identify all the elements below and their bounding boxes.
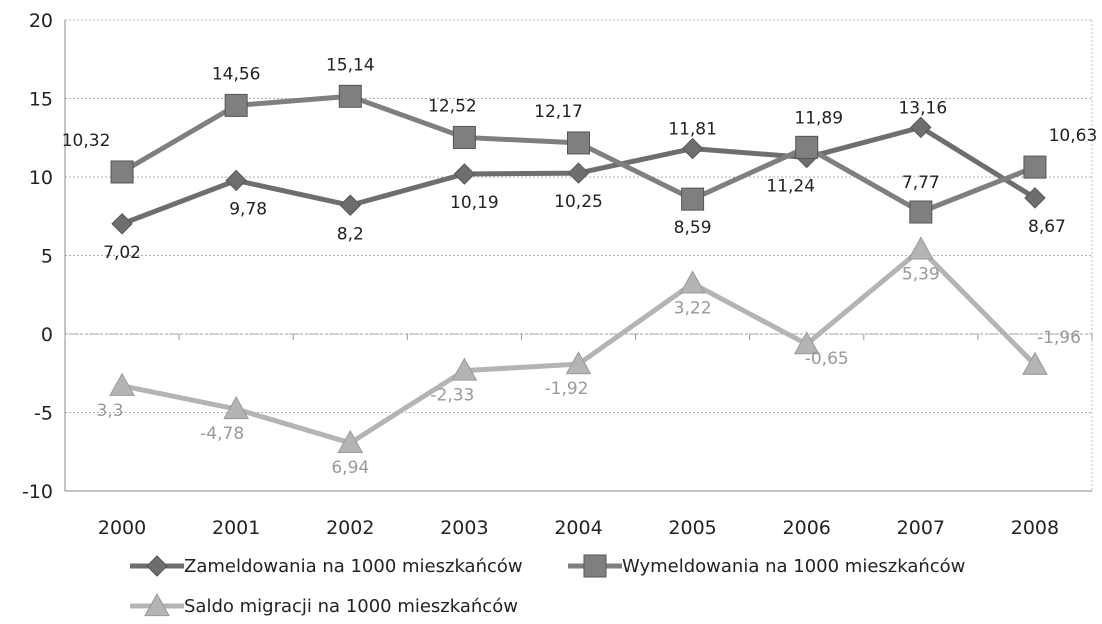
series-2-marker	[681, 187, 705, 211]
legend-marker-2	[583, 554, 607, 578]
data-label: 3,3	[97, 401, 124, 421]
series-1-marker	[453, 163, 476, 185]
series-2-marker	[338, 84, 362, 108]
data-label: 7,02	[103, 243, 141, 263]
legend-label-3: Saldo migracji na 1000 mieszkańców	[184, 596, 518, 617]
data-label: -0,65	[805, 349, 849, 369]
legend-marker-1	[146, 555, 168, 577]
series-1-marker	[567, 162, 590, 184]
data-label: 10,63	[1049, 126, 1098, 146]
series-3-marker	[451, 357, 478, 381]
data-label: 11,89	[794, 108, 843, 128]
x-tick-label: 2007	[897, 517, 945, 539]
data-label: 5,39	[902, 264, 940, 284]
series-3-marker	[109, 372, 135, 396]
series-3-marker	[337, 429, 364, 454]
y-tick-label: 10	[29, 167, 53, 189]
series-1-marker	[225, 169, 247, 192]
data-label: 10,25	[554, 192, 603, 212]
data-label: 15,14	[326, 55, 375, 75]
legend-marker-3	[144, 592, 170, 617]
series-3-marker	[1022, 351, 1048, 375]
series-2-marker	[1023, 155, 1047, 179]
x-tick-label: 2005	[668, 517, 716, 539]
x-tick-label: 2001	[212, 517, 260, 539]
data-label: -2,33	[430, 386, 474, 406]
y-tick-label: 0	[41, 324, 53, 346]
series-3-marker	[679, 270, 706, 294]
series-3-marker	[907, 236, 934, 260]
data-label: 10,19	[450, 193, 499, 213]
data-label: 9,78	[229, 199, 267, 219]
x-tick-label: 2006	[783, 517, 831, 539]
data-label: 13,16	[898, 98, 947, 118]
series-2-marker	[567, 131, 590, 155]
series-group	[109, 84, 1048, 454]
data-label: 8,67	[1028, 217, 1066, 237]
data-label: 7,77	[902, 173, 940, 193]
series-3-marker	[565, 351, 592, 375]
data-label: -1,96	[1037, 328, 1081, 348]
data-label: 12,17	[534, 102, 583, 122]
legend-label-1: Zameldowania na 1000 mieszkańców	[184, 556, 523, 577]
data-label: 14,56	[212, 64, 261, 84]
series-2-marker	[452, 125, 476, 149]
series-2-marker	[909, 200, 933, 224]
x-tick-label: 2003	[440, 517, 488, 539]
data-label: 10,32	[62, 131, 111, 151]
data-label: 8,2	[337, 224, 364, 244]
y-tick-label: 20	[29, 10, 53, 32]
legend-label-2: Wymeldowania na 1000 mieszkańców	[622, 556, 965, 577]
x-tick-label: 2000	[98, 517, 146, 539]
data-label: -4,78	[200, 424, 244, 444]
data-label: 8,59	[674, 218, 712, 238]
data-label: 11,81	[668, 120, 717, 140]
series-3-marker	[793, 331, 820, 355]
series-2-marker	[795, 135, 819, 159]
series-2-marker	[110, 160, 134, 184]
series-1-marker	[1024, 187, 1046, 209]
legend: Zameldowania na 1000 mieszkańców Wymeldow…	[130, 554, 965, 617]
gridlines	[65, 19, 1093, 491]
series-1-marker	[910, 116, 932, 139]
x-tick-label: 2008	[1011, 517, 1059, 539]
data-label: -1,92	[545, 379, 589, 399]
y-tick-label: -5	[34, 403, 53, 425]
series-2-marker	[224, 93, 248, 117]
series-line-3	[121, 246, 1037, 446]
y-tick-label: -10	[22, 481, 53, 503]
data-label: 11,24	[766, 177, 815, 197]
x-tick-label: 2004	[554, 517, 602, 539]
series-1-marker	[339, 194, 361, 216]
data-labels: 7,02 9,78 8,2 10,19 10,25 11,81 11,24 13,16 8,67…	[62, 55, 1098, 478]
series-1-marker	[111, 213, 133, 235]
series-3-marker	[223, 396, 250, 420]
series-1-marker	[681, 137, 704, 160]
data-label: 6,94	[331, 458, 369, 478]
x-tick-label: 2002	[326, 517, 374, 539]
data-label: 3,22	[674, 298, 712, 318]
y-tick-label: 5	[41, 246, 53, 268]
y-tick-label: 15	[29, 89, 53, 111]
axes: 20 15 10 5 0 -5 -10 2000 2001 2002 2003 2004 2005 200…	[22, 10, 1093, 539]
data-label: 12,52	[428, 96, 477, 116]
